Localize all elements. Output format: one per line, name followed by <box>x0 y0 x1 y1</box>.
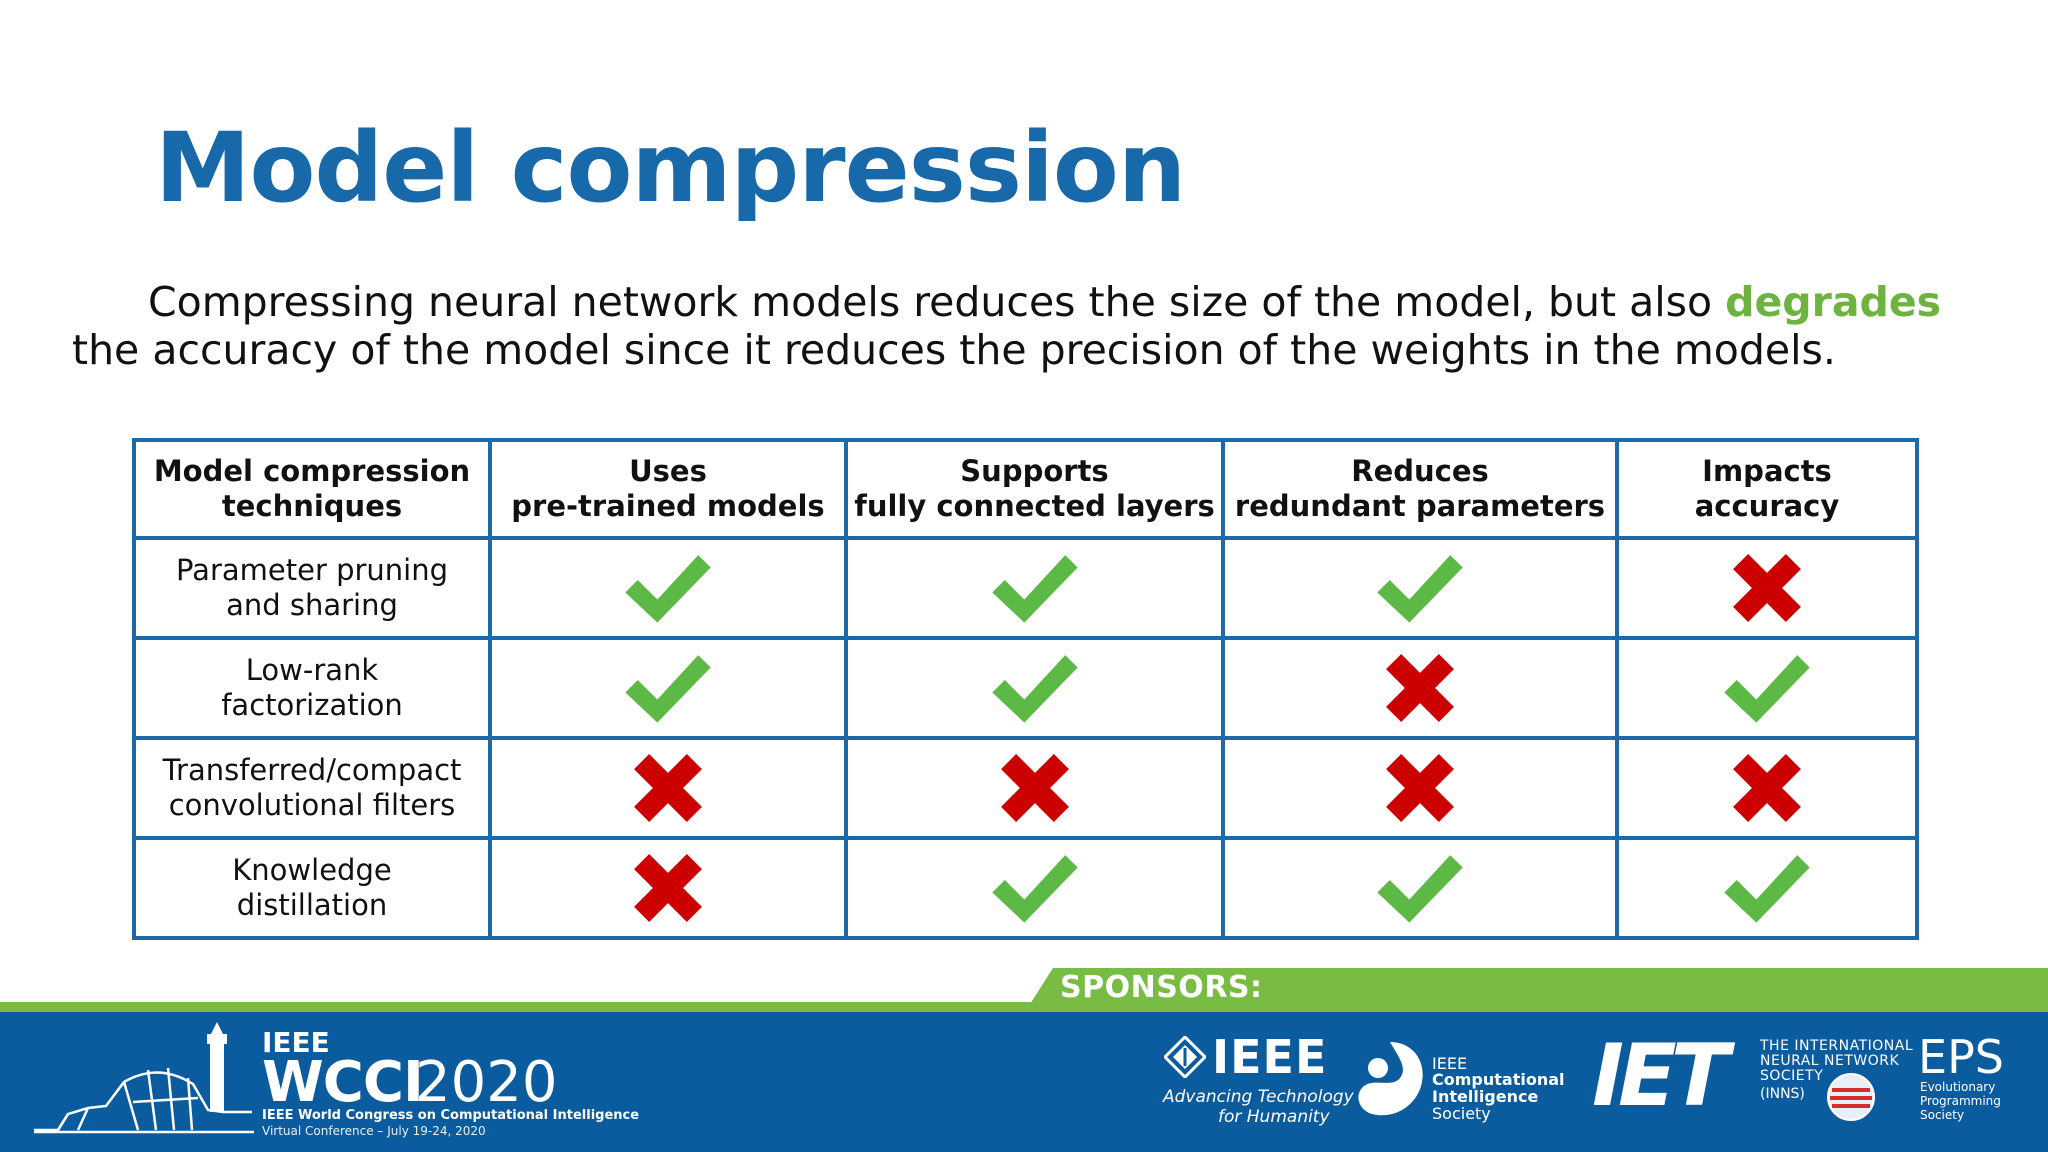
cis-line-3: Intelligence <box>1432 1087 1539 1106</box>
table-row: Transferred/compact convolutional filters <box>132 736 1919 840</box>
cis-logo-icon <box>1358 1042 1423 1116</box>
mark-cell <box>1615 836 1919 940</box>
mark-cell <box>488 836 848 940</box>
wcci-name: WCCI <box>262 1050 424 1115</box>
ieee-tagline-2: for Humanity <box>1218 1107 1330 1127</box>
header-pretrained: Uses pre-trained models <box>488 438 848 540</box>
intro-text-start: Compressing neural network models reduce… <box>148 278 1726 326</box>
wcci-subtitle: IEEE World Congress on Computational Int… <box>262 1108 640 1123</box>
inns-line-1: THE INTERNATIONAL <box>1760 1038 1914 1054</box>
check-icon <box>991 655 1078 723</box>
header-redundant-params: Reduces redundant parameters <box>1221 438 1619 540</box>
sponsors-label: SPONSORS: <box>1060 970 1263 1005</box>
cis-line-1: IEEE <box>1432 1054 1468 1073</box>
mark-cell <box>1615 636 1919 740</box>
intro-paragraph: Compressing neural network models reduce… <box>72 278 2002 374</box>
mark-cell <box>844 836 1225 940</box>
check-icon <box>991 855 1078 923</box>
mark-cell <box>844 536 1225 640</box>
cross-icon <box>1386 654 1454 722</box>
header-fully-connected: Supports fully connected layers <box>844 438 1225 540</box>
ieee-wordmark: IEEE <box>1212 1030 1328 1084</box>
cross-icon <box>1386 754 1454 822</box>
cross-icon <box>634 854 702 922</box>
table-row: Low-rank factorization <box>132 636 1919 740</box>
comparison-table: Model compression techniques Uses pre-trai… <box>132 438 1919 940</box>
table-row: Parameter pruning and sharing <box>132 536 1919 640</box>
mark-cell <box>1221 736 1619 840</box>
mark-cell <box>488 736 848 840</box>
check-icon <box>625 655 711 723</box>
footer-band <box>0 1012 2048 1152</box>
sponsor-bar <box>0 1002 2048 1012</box>
mark-cell <box>1615 536 1919 640</box>
technique-label: Transferred/compact convolutional filters <box>132 736 492 840</box>
inns-line-3: SOCIETY <box>1760 1068 1824 1084</box>
cross-icon <box>1733 554 1801 622</box>
mark-cell <box>1221 836 1619 940</box>
header-techniques: Model compression techniques <box>132 438 492 540</box>
wcci-org: IEEE <box>262 1026 330 1059</box>
wcci-dates: Virtual Conference – July 19-24, 2020 <box>262 1124 486 1138</box>
cross-icon <box>1000 754 1069 822</box>
check-icon <box>1724 655 1810 723</box>
slide-title: Model compression <box>155 112 1186 224</box>
cis-line-4: Society <box>1432 1104 1491 1123</box>
check-icon <box>625 555 711 623</box>
table-header-row: Model compression techniques Uses pre-trai… <box>132 438 1919 540</box>
ieee-tagline-1: Advancing Technology <box>1163 1087 1354 1107</box>
mark-cell <box>488 636 848 740</box>
inns-globe-icon <box>1827 1073 1875 1121</box>
check-icon <box>1377 555 1463 623</box>
sponsor-tab <box>1025 968 2048 1012</box>
iet-wordmark: IET <box>1592 1026 1729 1126</box>
eps-line-1: Evolutionary <box>1920 1080 1996 1094</box>
mark-cell <box>1221 536 1619 640</box>
eps-line-2: Programming <box>1920 1094 2001 1108</box>
eps-line-3: Society <box>1920 1108 1965 1122</box>
cross-icon <box>634 754 702 822</box>
wcci-logo-icon <box>34 1022 254 1134</box>
mark-cell <box>1221 636 1619 740</box>
technique-label: Knowledge distillation <box>132 836 492 940</box>
technique-label: Parameter pruning and sharing <box>132 536 492 640</box>
inns-line-4: (INNS) <box>1760 1086 1805 1102</box>
wcci-year: 2020 <box>415 1050 558 1115</box>
cross-icon <box>1733 754 1801 822</box>
mark-cell <box>844 636 1225 740</box>
mark-cell <box>844 736 1225 840</box>
check-icon <box>991 555 1078 623</box>
mark-cell <box>488 536 848 640</box>
technique-label: Low-rank factorization <box>132 636 492 740</box>
eps-wordmark: EPS <box>1918 1030 2005 1084</box>
header-accuracy: Impacts accuracy <box>1615 438 1919 540</box>
mark-cell <box>1615 736 1919 840</box>
check-icon <box>1377 855 1463 923</box>
intro-highlight: degrades <box>1725 278 1942 326</box>
table-row: Knowledge distillation <box>132 836 1919 940</box>
cis-line-2: Computational <box>1432 1070 1565 1089</box>
inns-line-2: NEURAL NETWORK <box>1760 1053 1900 1069</box>
ieee-diamond-icon <box>1164 1036 1206 1078</box>
check-icon <box>1724 855 1810 923</box>
intro-text-end: the accuracy of the model since it reduc… <box>72 326 1836 374</box>
